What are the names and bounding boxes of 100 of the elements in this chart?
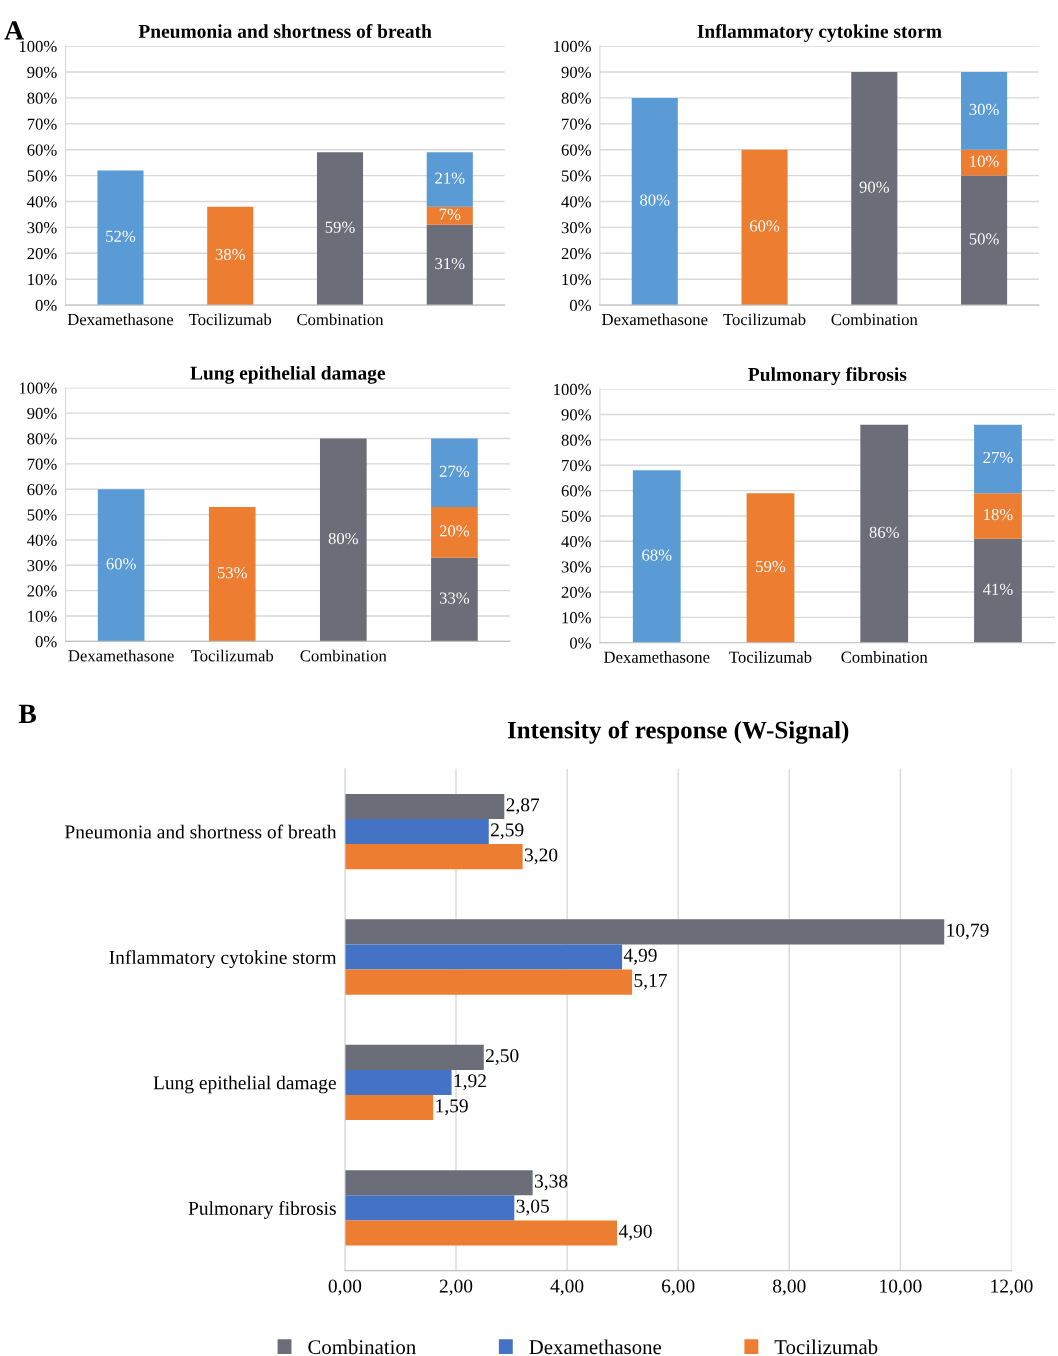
x-tick-label: Tocilizumab (191, 649, 274, 662)
data-label: 3,38 (534, 1174, 568, 1191)
y-tick-label: Lung epithelial damage (153, 1075, 336, 1094)
data-label: 1,59 (436, 1099, 468, 1116)
y-tick-label: Inflammatory cytokine storm (109, 950, 337, 969)
bar (344, 793, 505, 820)
bar (961, 149, 1008, 176)
bar (344, 1170, 533, 1196)
y-tick-label: 60% (561, 485, 591, 497)
data-label: 38% (215, 248, 245, 261)
y-tick-label: 90% (561, 66, 591, 78)
data-label: 68% (642, 549, 672, 561)
bar (431, 557, 478, 642)
chart-title: Lung epithelial damage (190, 365, 386, 384)
x-tick-label: Tocilizumab (189, 313, 272, 326)
y-tick-label: 80% (27, 92, 57, 104)
data-label: 27% (983, 451, 1013, 464)
bar (974, 424, 1022, 494)
y-tick-label: 0% (569, 637, 591, 649)
data-label: 10% (970, 155, 999, 167)
data-label: 27% (439, 465, 470, 477)
data-label: 18% (984, 508, 1013, 521)
data-label: 59% (756, 560, 786, 573)
y-tick-label: 80% (561, 92, 591, 104)
bar (344, 919, 945, 945)
y-tick-label: 30% (561, 561, 591, 573)
bar (741, 149, 788, 306)
y-tick-label: 60% (561, 144, 591, 156)
chart-title: Pulmonary fibrosis (748, 367, 907, 386)
x-tick-label: 4,00 (550, 1279, 584, 1296)
y-tick-label: 40% (27, 534, 57, 546)
y-tick-label: 70% (562, 459, 591, 472)
y-tick-label: 30% (561, 222, 591, 234)
bar (631, 97, 678, 306)
data-label: 4,99 (623, 948, 657, 965)
legend-label: Combination (308, 1339, 416, 1355)
y-tick-label: 20% (27, 248, 57, 260)
data-label: 33% (439, 592, 470, 604)
bar (426, 206, 473, 225)
data-label: 4,90 (618, 1224, 652, 1241)
y-tick-label: 40% (561, 196, 591, 208)
y-tick-label: 40% (27, 196, 57, 208)
data-label: 30% (969, 103, 999, 116)
data-label: 50% (969, 233, 999, 245)
y-tick-label: 50% (561, 170, 591, 182)
bar (860, 424, 909, 643)
y-tick-label: 80% (27, 433, 57, 445)
bar (344, 1069, 452, 1095)
x-tick-label: 6,00 (662, 1279, 695, 1296)
y-tick-label: 50% (561, 510, 591, 522)
y-tick-label: 20% (561, 586, 591, 599)
data-label: 20% (439, 525, 470, 537)
bar (746, 493, 795, 643)
bar (431, 438, 478, 507)
data-label: 52% (106, 230, 136, 242)
bar (344, 1044, 484, 1070)
bar (344, 1220, 618, 1246)
bar (344, 1094, 434, 1121)
y-tick-label: Pneumonia and shortness of breath (64, 824, 337, 839)
bar (344, 969, 633, 995)
x-tick-label: 0,00 (328, 1279, 362, 1296)
y-tick-label: 50% (27, 170, 57, 182)
data-label: 80% (640, 194, 670, 206)
y-tick-label: 80% (561, 434, 591, 446)
legend-label: Tocilizumab (774, 1339, 878, 1355)
y-tick-label: 50% (27, 509, 57, 521)
x-tick-label: 10,00 (880, 1279, 922, 1296)
y-tick-label: 10% (562, 273, 591, 286)
data-label: 90% (859, 181, 890, 193)
y-tick-label: 40% (561, 536, 591, 548)
data-label: 80% (328, 532, 359, 545)
y-tick-label: 100% (19, 382, 57, 394)
y-tick-label: 70% (27, 458, 57, 470)
bar (974, 538, 1022, 643)
y-tick-label: 20% (561, 248, 591, 260)
text: A (4, 21, 24, 40)
y-tick-label: 70% (27, 118, 57, 130)
bar (344, 944, 623, 970)
chart-title: Inflammatory cytokine storm (697, 24, 942, 42)
bar (97, 170, 144, 306)
chart-title: Intensity of response (W-Signal) (507, 720, 849, 744)
bar (319, 438, 367, 642)
data-label: 41% (983, 583, 1013, 595)
bar (97, 489, 145, 642)
y-tick-label: 100% (554, 383, 591, 396)
x-tick-label: 8,00 (773, 1279, 806, 1296)
x-tick-label: 2,00 (439, 1279, 473, 1296)
y-tick-label: 10% (28, 273, 57, 286)
data-label: 59% (325, 221, 355, 233)
x-tick-label: Dexamethasone (67, 313, 174, 326)
bar (632, 470, 681, 643)
y-tick-label: 30% (27, 560, 57, 572)
y-tick-label: 0% (569, 299, 591, 312)
y-tick-label: 0% (35, 299, 57, 312)
data-label: 2,87 (506, 798, 540, 815)
y-tick-label: 60% (27, 483, 57, 496)
y-tick-label: 10% (28, 610, 57, 623)
data-label: 1,92 (454, 1074, 486, 1091)
data-label: 21% (435, 172, 465, 184)
bar (961, 175, 1008, 306)
